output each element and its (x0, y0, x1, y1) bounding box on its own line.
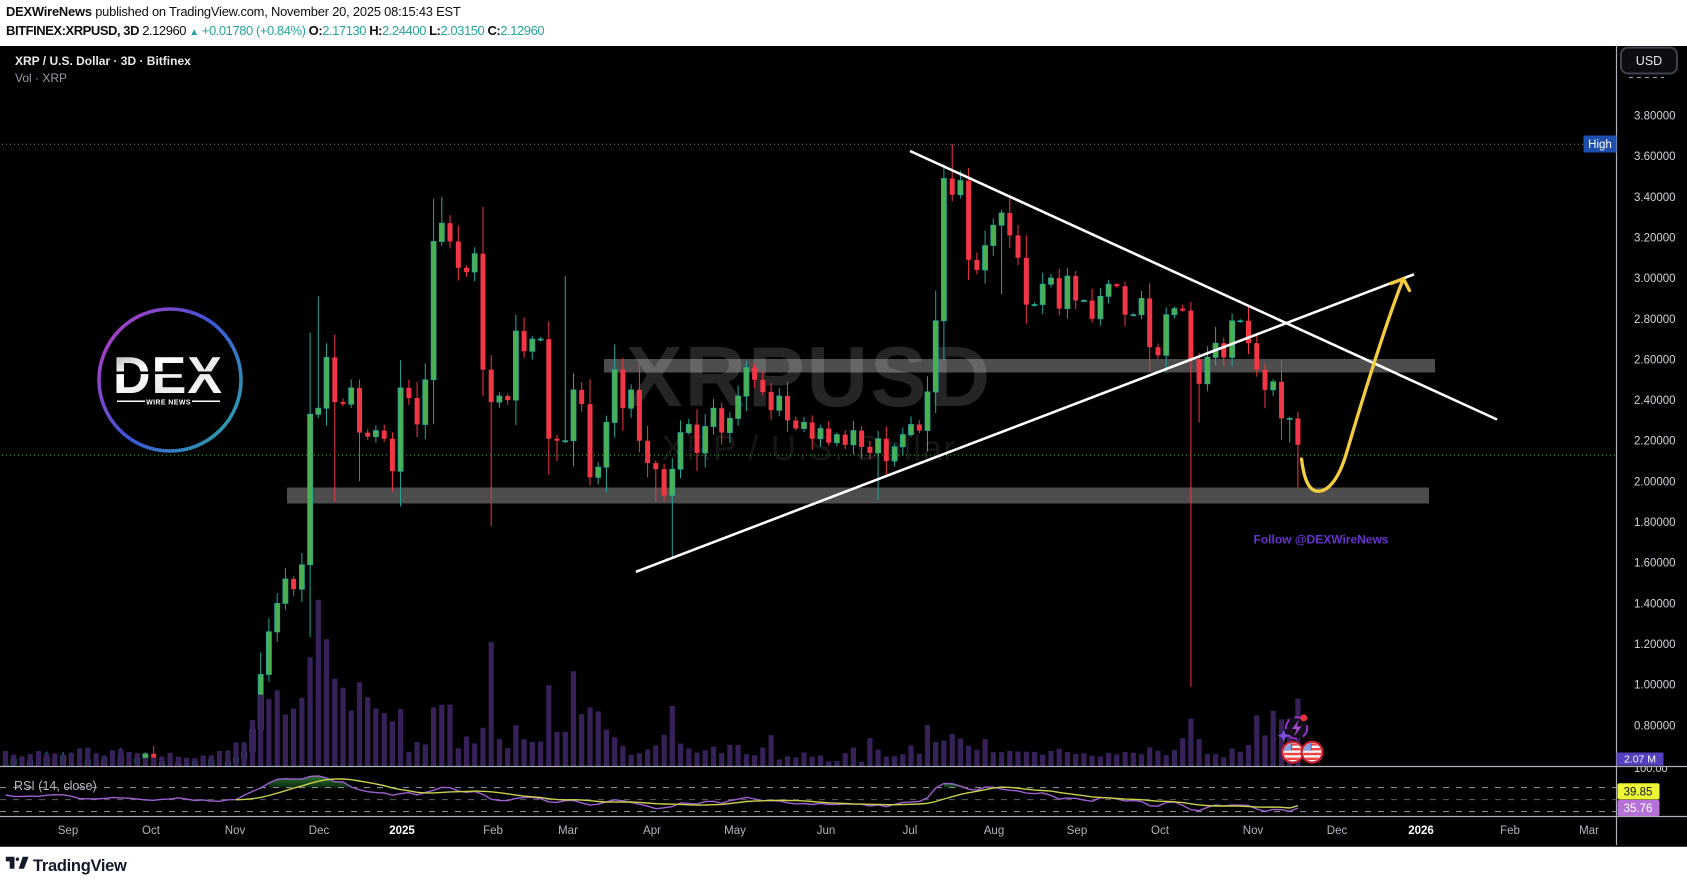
svg-text:2.20000: 2.20000 (1634, 436, 1676, 448)
svg-text:2.07 M: 2.07 M (1624, 754, 1656, 766)
svg-text:DEX: DEX (113, 347, 223, 405)
svg-text:3.60000: 3.60000 (1634, 151, 1676, 163)
svg-text:Jun: Jun (817, 825, 836, 837)
svg-text:39.85: 39.85 (1624, 787, 1653, 799)
svg-text:2026: 2026 (1408, 825, 1434, 837)
svg-text:WIRE NEWS: WIRE NEWS (146, 399, 191, 406)
svg-text:1.40000: 1.40000 (1634, 598, 1676, 610)
svg-text:BITFINEX:XRPUSD, 3D 2.12960 ▲: BITFINEX:XRPUSD, 3D 2.12960 ▲ +0.01780 (… (6, 23, 544, 38)
svg-text:Mar: Mar (558, 825, 578, 837)
svg-text:XRP / U.S. Dollar · 3D · Bitfi: XRP / U.S. Dollar · 3D · Bitfinex (15, 54, 191, 68)
svg-text:High: High (1588, 139, 1612, 151)
svg-text:3.40000: 3.40000 (1634, 192, 1676, 204)
svg-text:1.00000: 1.00000 (1634, 680, 1676, 692)
svg-text:Nov: Nov (1243, 825, 1264, 837)
svg-text:2.80000: 2.80000 (1634, 314, 1676, 326)
svg-text:3.00000: 3.00000 (1634, 273, 1676, 285)
svg-text:1.60000: 1.60000 (1634, 558, 1676, 570)
svg-text:35.76: 35.76 (1624, 803, 1653, 815)
svg-text:TradingView: TradingView (33, 857, 127, 875)
svg-text:Feb: Feb (483, 825, 503, 837)
svg-text:Vol · XRP: Vol · XRP (15, 71, 67, 85)
svg-text:Sep: Sep (1067, 825, 1087, 837)
svg-text:DEXWireNews published on Tradi: DEXWireNews published on TradingView.com… (6, 4, 461, 19)
svg-text:2.00000: 2.00000 (1634, 476, 1676, 488)
svg-text:2.40000: 2.40000 (1634, 395, 1676, 407)
svg-text:Sep: Sep (58, 825, 78, 837)
svg-text:Jul: Jul (903, 825, 918, 837)
svg-text:Dec: Dec (309, 825, 330, 837)
svg-text:May: May (724, 825, 746, 837)
svg-text:Oct: Oct (1151, 825, 1170, 837)
svg-text:1.20000: 1.20000 (1634, 639, 1676, 651)
svg-text:2.60000: 2.60000 (1634, 354, 1676, 366)
svg-text:Feb: Feb (1500, 825, 1520, 837)
svg-text:Apr: Apr (643, 825, 661, 837)
svg-text:USD: USD (1636, 54, 1662, 68)
svg-text:3.20000: 3.20000 (1634, 232, 1676, 244)
svg-text:Follow @DEXWireNews: Follow @DEXWireNews (1254, 533, 1389, 547)
svg-text:3.80000: 3.80000 (1634, 111, 1676, 123)
svg-text:XRP / U.S. Dollar: XRP / U.S. Dollar (661, 429, 956, 468)
svg-text:Oct: Oct (142, 825, 161, 837)
svg-text:Nov: Nov (225, 825, 246, 837)
svg-text:1.80000: 1.80000 (1634, 517, 1676, 529)
svg-text:Dec: Dec (1327, 825, 1348, 837)
svg-text:100.00: 100.00 (1634, 763, 1668, 775)
svg-text:Mar: Mar (1579, 825, 1599, 837)
svg-text:RSI (14, close): RSI (14, close) (14, 779, 97, 793)
svg-text:Aug: Aug (984, 825, 1004, 837)
svg-text:0.80000: 0.80000 (1634, 720, 1676, 732)
svg-text:2025: 2025 (389, 825, 415, 837)
